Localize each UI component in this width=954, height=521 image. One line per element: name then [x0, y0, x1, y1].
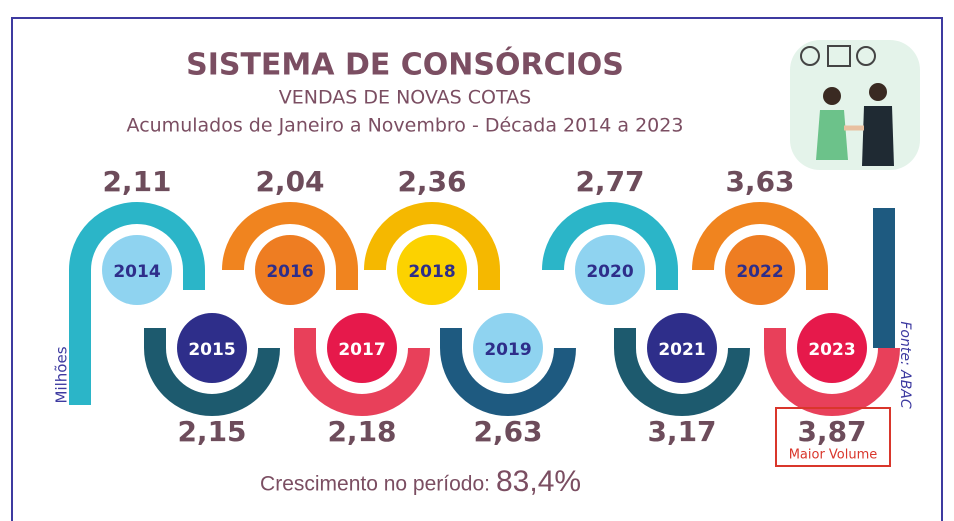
- frame: [11, 17, 943, 521]
- year-dot: [255, 235, 325, 305]
- year-dot: [575, 235, 645, 305]
- ring: [294, 328, 430, 416]
- ring: [542, 202, 678, 290]
- serpentine: 2014 2015 2016 2017 2018 2019 2020 2021 2022 2023: [69, 202, 900, 416]
- ring: [614, 328, 750, 416]
- year-label: 2016: [266, 262, 313, 282]
- year-dot: [327, 313, 397, 383]
- value-label: 2,18: [327, 415, 396, 448]
- year-label: 2014: [113, 262, 160, 282]
- illustration: [790, 40, 920, 170]
- year-dot: [647, 313, 717, 383]
- value-label: 2,15: [177, 415, 246, 448]
- year-dot: [177, 313, 247, 383]
- subtitle: VENDAS DE NOVAS COTAS: [279, 87, 531, 109]
- year-label: 2020: [586, 262, 633, 282]
- year-dot: [397, 235, 467, 305]
- title: SISTEMA DE CONSÓRCIOS: [186, 46, 624, 83]
- year-dot: [473, 313, 543, 383]
- unit-label: Milhões: [53, 346, 71, 403]
- value-label: 2,77: [575, 165, 644, 198]
- ring: [764, 328, 900, 416]
- ring: [69, 202, 205, 290]
- year-label: 2022: [736, 262, 783, 282]
- year-dot: [725, 235, 795, 305]
- year-label: 2018: [408, 262, 455, 282]
- value-label: 2,04: [255, 165, 324, 198]
- value-label: 3,17: [647, 415, 716, 448]
- year-dot: [102, 235, 172, 305]
- ring: [222, 202, 358, 290]
- growth-value: 83,4%: [496, 465, 581, 498]
- highlight-box: [775, 407, 891, 467]
- value-label: 2,63: [473, 415, 542, 448]
- value-label: 3,63: [725, 165, 794, 198]
- ring: [364, 202, 500, 290]
- period: Acumulados de Janeiro a Novembro - Décad…: [127, 115, 684, 137]
- highlight-label: Maior Volume: [789, 448, 878, 463]
- year-label: 2023: [808, 340, 855, 360]
- growth-label: Crescimento no período:: [260, 473, 490, 496]
- ring: [144, 328, 280, 416]
- value-label: 2,36: [397, 165, 466, 198]
- source: Fonte: ABAC: [897, 321, 913, 409]
- year-label: 2017: [338, 340, 385, 360]
- value-label: 3,87: [797, 415, 866, 448]
- ring: [440, 328, 576, 416]
- value-label: 2,11: [102, 165, 171, 198]
- year-label: 2015: [188, 340, 235, 360]
- year-label: 2021: [658, 340, 705, 360]
- year-dot: [797, 313, 867, 383]
- ring: [692, 202, 828, 290]
- year-label: 2019: [484, 340, 531, 360]
